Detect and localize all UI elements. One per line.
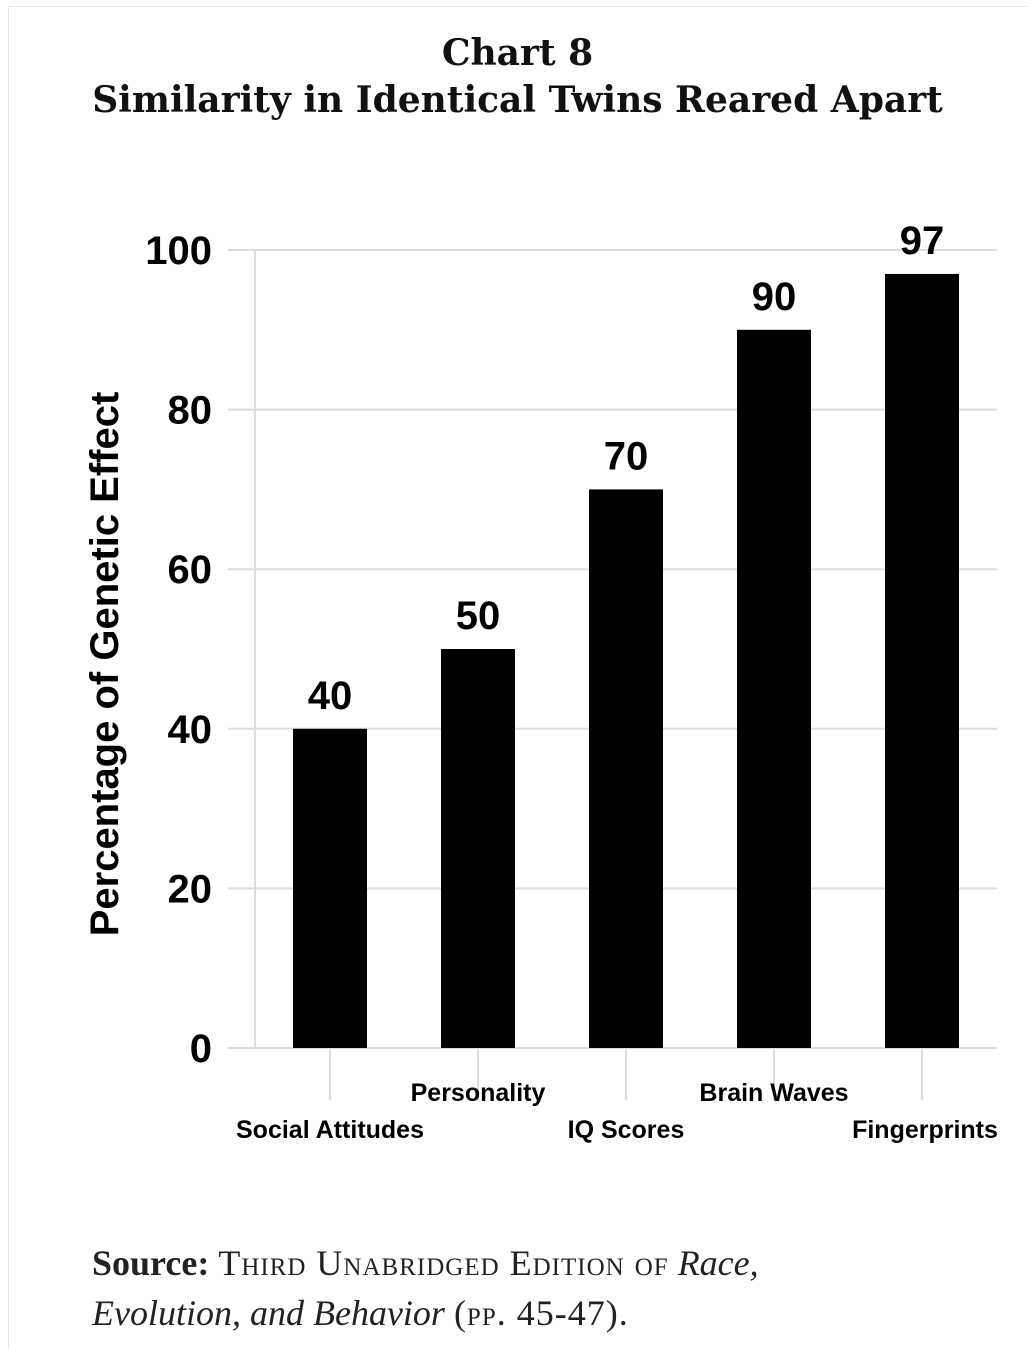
bars [293, 273, 959, 1048]
figure-frame [8, 6, 1028, 1349]
bar-iq-scores [589, 489, 663, 1048]
data-label: 70 [604, 434, 649, 478]
y-axis-tick-labels: 0 20 40 60 80 100 [145, 229, 212, 1071]
y-tick-label: 40 [168, 708, 213, 752]
y-tick-label: 60 [168, 548, 213, 592]
source-label: Source: [92, 1243, 210, 1283]
source-title-part2: Evolution, and Behavior [92, 1293, 445, 1333]
bar-fingerprints [885, 273, 959, 1048]
y-tick-label: 80 [168, 389, 213, 433]
x-axis-ticks [329, 1048, 923, 1100]
data-label: 40 [308, 674, 353, 718]
x-tick-label: Social Attitudes [236, 1116, 424, 1144]
y-tick-label: 20 [168, 867, 213, 911]
y-axis-label: Percentage of Genetic Effect [83, 392, 127, 937]
chart-title-block: Chart 8 Similarity in Identical Twins Re… [0, 30, 1035, 124]
data-label: 97 [900, 219, 945, 263]
x-axis-tick-labels: Social Attitudes Personality IQ Scores Brai… [236, 1079, 998, 1144]
source-edition: Third Unabridged Edition of [218, 1243, 669, 1283]
bar-personality [441, 649, 515, 1048]
data-label: 90 [752, 275, 797, 319]
chart-subtitle: Similarity in Identical Twins Reared Apa… [92, 79, 943, 121]
y-tick-label: 0 [190, 1027, 212, 1071]
y-tick-label: 100 [145, 229, 212, 273]
x-tick-label: Fingerprints [852, 1116, 998, 1144]
x-tick-label: IQ Scores [568, 1116, 685, 1144]
source-pages: (pp. 45-47). [453, 1293, 629, 1333]
source-title-part1: Race, [677, 1243, 759, 1283]
data-label: 50 [456, 594, 501, 638]
bar-social-attitudes [293, 728, 367, 1048]
source-note: Source: Third Unabridged Edition of Race… [92, 1238, 992, 1338]
chart-title: Chart 8 [441, 32, 594, 74]
bar-brain-waves [737, 329, 811, 1048]
data-labels: 40 50 70 90 97 [308, 219, 945, 718]
x-tick-label: Personality [411, 1079, 546, 1107]
bar-chart: 40 50 70 90 97 0 20 40 60 80 100 Social Attitudes… [83, 219, 998, 1144]
x-tick-label: Brain Waves [699, 1079, 848, 1107]
